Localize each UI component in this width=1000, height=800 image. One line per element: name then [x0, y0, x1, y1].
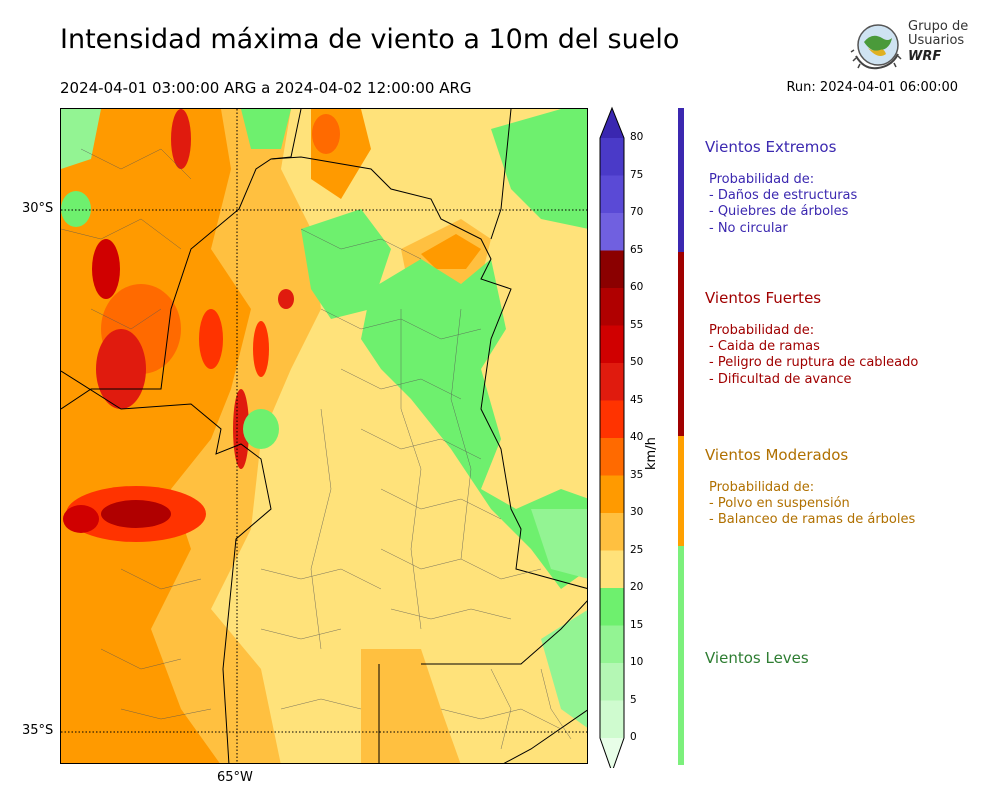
globe-emblem-icon — [850, 24, 902, 70]
colorbar-tick-label: 75 — [630, 168, 644, 181]
wrf-group-logo: Grupo de Usuarios WRF — [848, 18, 973, 73]
category-desc-line: Probabilidad de: — [709, 172, 815, 187]
colorbar-segment — [600, 400, 624, 439]
graticule — [61, 109, 587, 763]
red-zone-3 — [92, 239, 120, 299]
colorbar-segment — [600, 213, 624, 251]
colorbar-tick-label: 40 — [630, 431, 644, 443]
red-ridge-3 — [171, 109, 191, 169]
green-zone-east-2 — [531, 509, 587, 579]
valid-period: 2024-04-01 03:00:00 ARG a 2024-04-02 12:… — [60, 79, 472, 97]
green-zone-north-center — [301, 209, 391, 319]
category-desc-line: - Quiebres de árboles — [709, 204, 849, 220]
colorbar-segment — [600, 325, 624, 364]
colorbar-segment — [600, 175, 624, 214]
red-zone-6 — [63, 505, 99, 533]
category-desc-line: - Dificultad de avance — [709, 371, 852, 387]
category-desc-line: Probabilidad de: — [709, 480, 815, 495]
colorbar-tick-label: 50 — [630, 356, 644, 368]
green-zone-east — [361, 259, 587, 589]
colorbar-tick-label: 25 — [630, 543, 644, 556]
colorbar-tick-label: 30 — [630, 506, 644, 518]
category-desc-line: - Balanceo de ramas de árboles — [709, 512, 916, 528]
category-color-bar — [678, 436, 684, 546]
category-desc-line: - Daños de estructuras — [709, 188, 858, 204]
colorbar-segment — [600, 588, 624, 626]
lat-label-30s: 30°S — [22, 201, 54, 216]
colorbar-segment — [600, 700, 624, 739]
colorbar-tick-label: 5 — [630, 693, 637, 706]
colorbar-segment — [600, 138, 624, 176]
department-boundaries — [61, 148, 572, 750]
colorbar-segment — [600, 625, 624, 664]
colorbar-tick-label: 0 — [630, 731, 637, 743]
colorbar-tick-label: 15 — [630, 618, 644, 631]
category-color-bar — [678, 546, 684, 765]
colorbar-tick-label: 65 — [630, 243, 644, 256]
colorbar-segment — [600, 288, 624, 326]
colorbar-tick-label: 70 — [630, 206, 644, 218]
colorbar-segment — [600, 550, 624, 589]
category-desc-line: - Peligro de ruptura de cableado — [709, 355, 919, 371]
green-zone-north — [241, 109, 291, 149]
colorbar-unit: km/h — [644, 437, 659, 470]
colorbar-segment — [600, 738, 624, 772]
lon-label-65w: 65°W — [217, 770, 253, 785]
run-time: Run: 2024-04-01 06:00:00 — [786, 80, 958, 95]
category-description: Probabilidad de: - Polvo en suspensión - B… — [709, 480, 915, 529]
colorbar-tick-label: 60 — [630, 281, 644, 293]
colorbar-segment — [600, 363, 624, 401]
category-description: Probabilidad de: - Caida de ramas - Peligr… — [709, 323, 918, 388]
green-zone-southeast — [541, 610, 587, 728]
category-title: Vientos Leves — [705, 649, 809, 667]
colorbar-tick-label: 55 — [630, 318, 644, 331]
red-zone-2 — [96, 329, 146, 409]
green-patch-1 — [243, 409, 279, 449]
category-color-bar — [678, 252, 684, 436]
category-desc-line: - Polvo en suspensión — [709, 496, 850, 512]
category-title: Vientos Moderados — [705, 446, 849, 464]
colorbar-tick-label: 10 — [630, 656, 644, 668]
logo-text-line1: Grupo de — [908, 19, 969, 34]
category-title: Vientos Extremos — [705, 138, 837, 156]
logo-text-line2: Usuarios — [908, 33, 965, 48]
green-zone-northeast — [491, 109, 587, 229]
colorbar-segment — [600, 108, 624, 138]
red-ridge-2 — [253, 321, 269, 377]
logo-text-line3: WRF — [908, 49, 942, 64]
colorbar-tick-label: 35 — [630, 468, 644, 481]
colorbar-segment — [600, 513, 624, 551]
colorbar-segment — [600, 663, 624, 701]
wind-intensity-map — [60, 108, 588, 764]
red-dot-1 — [278, 289, 294, 309]
orange-zone-south — [361, 649, 461, 763]
category-color-bar — [678, 108, 684, 252]
category-desc-line: - Caida de ramas — [709, 339, 820, 355]
colorbar — [596, 104, 630, 774]
map-canvas — [61, 109, 587, 763]
colorbar-svg — [599, 106, 625, 774]
red-ridge-4 — [199, 309, 223, 369]
colorbar-segment — [600, 475, 624, 514]
lat-label-35s: 35°S — [22, 723, 54, 738]
category-desc-line: - No circular — [709, 220, 788, 236]
orange-core-northeast — [421, 234, 481, 269]
colorbar-tick-label: 45 — [630, 393, 644, 406]
province-boundaries — [61, 109, 587, 763]
green-patch-2 — [61, 191, 91, 227]
colorbar-segment — [600, 438, 624, 476]
red-zone-north — [312, 114, 340, 154]
map-title: Intensidad máxima de viento a 10m del su… — [60, 24, 680, 55]
category-title: Vientos Fuertes — [705, 289, 822, 307]
colorbar-tick-label: 80 — [630, 131, 644, 143]
colorbar-segment — [600, 250, 624, 289]
category-desc-line: Probabilidad de: — [709, 323, 815, 338]
colorbar-tick-label: 20 — [630, 581, 644, 593]
red-zone-5 — [101, 500, 171, 528]
category-description: Probabilidad de: - Daños de estructuras - … — [709, 172, 857, 237]
